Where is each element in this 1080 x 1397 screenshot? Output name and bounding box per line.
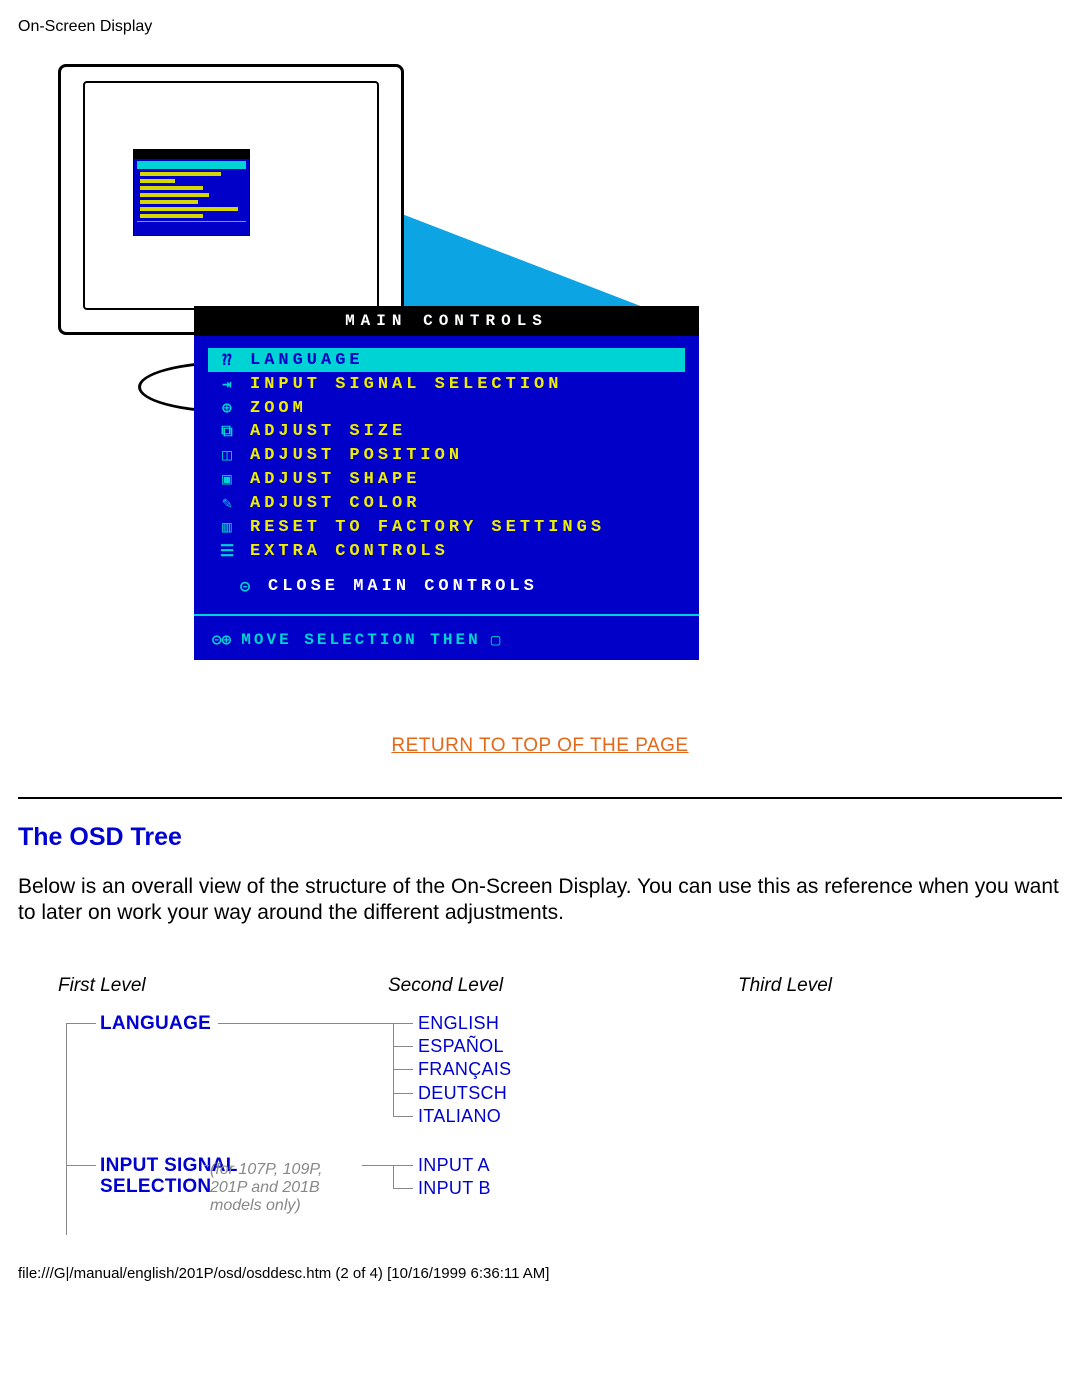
tree-connector <box>393 1023 413 1024</box>
tree-connector <box>393 1165 394 1188</box>
tree-sub-francais: FRANÇAIS <box>418 1059 511 1080</box>
osd-item-label: ADJUST SIZE <box>250 422 406 441</box>
tree-connector <box>393 1023 394 1117</box>
osd-item-label: ADJUST POSITION <box>250 446 463 465</box>
section-title: The OSD Tree <box>18 823 1062 852</box>
osd-item-adjust-position[interactable]: ◫ ADJUST POSITION <box>212 443 681 467</box>
osd-item-zoom[interactable]: ⊕ ZOOM <box>212 396 681 420</box>
osd-item-label: LANGUAGE <box>250 351 364 370</box>
page-footer: file:///G|/manual/english/201P/osd/osdde… <box>18 1265 1062 1294</box>
input-icon: ⇥ <box>216 374 238 394</box>
position-icon: ◫ <box>216 445 238 465</box>
osd-menu: ⁇ LANGUAGE ⇥ INPUT SIGNAL SELECTION ⊕ ZO… <box>194 336 699 622</box>
tree-node-input-signal-2: SELECTION <box>100 1176 211 1198</box>
language-icon: ⁇ <box>216 350 238 370</box>
nav-icons: ⊝⊕ <box>212 630 231 650</box>
osd-item-label: EXTRA CONTROLS <box>250 542 449 561</box>
osd-item-extra[interactable]: ☰ EXTRA CONTROLS <box>212 539 681 563</box>
osd-item-label: RESET TO FACTORY SETTINGS <box>250 518 605 537</box>
osd-title: MAIN CONTROLS <box>194 306 699 336</box>
osd-footer-text: MOVE SELECTION THEN <box>241 631 480 649</box>
close-icon: ⊝ <box>234 577 256 598</box>
osd-illustration: MAIN CONTROLS ⁇ LANGUAGE ⇥ INPUT SIGNAL … <box>48 64 1062 704</box>
osd-item-language[interactable]: ⁇ LANGUAGE <box>208 348 685 372</box>
tree-branch <box>66 1165 96 1166</box>
tree-sub-italiano: ITALIANO <box>418 1106 501 1127</box>
osd-item-input-signal[interactable]: ⇥ INPUT SIGNAL SELECTION <box>212 372 681 396</box>
tree-connector <box>218 1023 393 1024</box>
shape-icon: ▣ <box>216 469 238 489</box>
tree-sub-input-b: INPUT B <box>418 1178 491 1199</box>
tree-branch <box>66 1023 96 1024</box>
tree-sub-english: ENGLISH <box>418 1013 499 1034</box>
osd-footer: ⊝⊕ MOVE SELECTION THEN ▢ <box>194 622 699 660</box>
tree-trunk <box>66 1023 67 1235</box>
tree-header-second: Second Level <box>388 975 503 997</box>
mini-osd-thumbnail <box>133 149 250 236</box>
tree-connector <box>393 1069 413 1070</box>
tree-header-first: First Level <box>58 975 146 997</box>
zoom-icon: ⊕ <box>216 398 238 418</box>
osd-item-adjust-color[interactable]: ✎ ADJUST COLOR <box>212 491 681 515</box>
tree-connector <box>204 1165 209 1166</box>
osd-item-reset[interactable]: ▥ RESET TO FACTORY SETTINGS <box>212 515 681 539</box>
osd-item-adjust-shape[interactable]: ▣ ADJUST SHAPE <box>212 467 681 491</box>
reset-icon: ▥ <box>216 517 238 537</box>
osd-tree-diagram: First Level Second Level Third Level LAN… <box>38 975 1062 1235</box>
osd-item-label: ADJUST SHAPE <box>250 470 420 489</box>
osd-divider <box>194 614 699 616</box>
tree-connector <box>393 1093 413 1094</box>
extra-icon: ☰ <box>216 541 238 561</box>
tree-sub-input-a: INPUT A <box>418 1155 490 1176</box>
tree-sub-espanol: ESPAÑOL <box>418 1036 504 1057</box>
tree-connector <box>393 1188 413 1189</box>
tree-connector <box>393 1116 413 1117</box>
tree-sub-deutsch: DEUTSCH <box>418 1083 507 1104</box>
tree-connector <box>393 1165 413 1166</box>
ok-icon: ▢ <box>491 630 501 650</box>
osd-item-label: ZOOM <box>250 399 307 418</box>
page-header: On-Screen Display <box>18 18 1062 36</box>
osd-item-adjust-size[interactable]: ⧉ ADJUST SIZE <box>212 420 681 443</box>
section-divider <box>18 797 1062 799</box>
osd-close-label: CLOSE MAIN CONTROLS <box>268 577 538 598</box>
body-text: Below is an overall view of the structur… <box>18 874 1062 927</box>
tree-connector <box>393 1046 413 1047</box>
osd-panel: MAIN CONTROLS ⁇ LANGUAGE ⇥ INPUT SIGNAL … <box>194 306 699 660</box>
osd-item-label: ADJUST COLOR <box>250 494 420 513</box>
color-icon: ✎ <box>216 493 238 513</box>
return-link-container: RETURN TO TOP OF THE PAGE <box>18 734 1062 757</box>
osd-item-label: INPUT SIGNAL SELECTION <box>250 375 562 394</box>
tree-header-third: Third Level <box>738 975 832 997</box>
tree-node-note: (for 107P, 109P, 201P and 201B models on… <box>210 1161 360 1216</box>
tree-node-language: LANGUAGE <box>100 1013 211 1035</box>
osd-close[interactable]: ⊝ CLOSE MAIN CONTROLS <box>212 563 681 608</box>
return-to-top-link[interactable]: RETURN TO TOP OF THE PAGE <box>391 735 688 756</box>
size-icon: ⧉ <box>216 423 238 441</box>
tree-connector <box>362 1165 393 1166</box>
